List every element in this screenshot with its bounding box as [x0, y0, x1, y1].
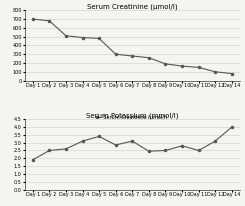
- Legend: — Serum Creatinine (μmol/l): — Serum Creatinine (μmol/l): [97, 115, 167, 120]
- Title: Serum Potassium (mmol/l): Serum Potassium (mmol/l): [86, 112, 179, 119]
- Title: Serum Creatinine (μmol/l): Serum Creatinine (μmol/l): [87, 3, 178, 10]
